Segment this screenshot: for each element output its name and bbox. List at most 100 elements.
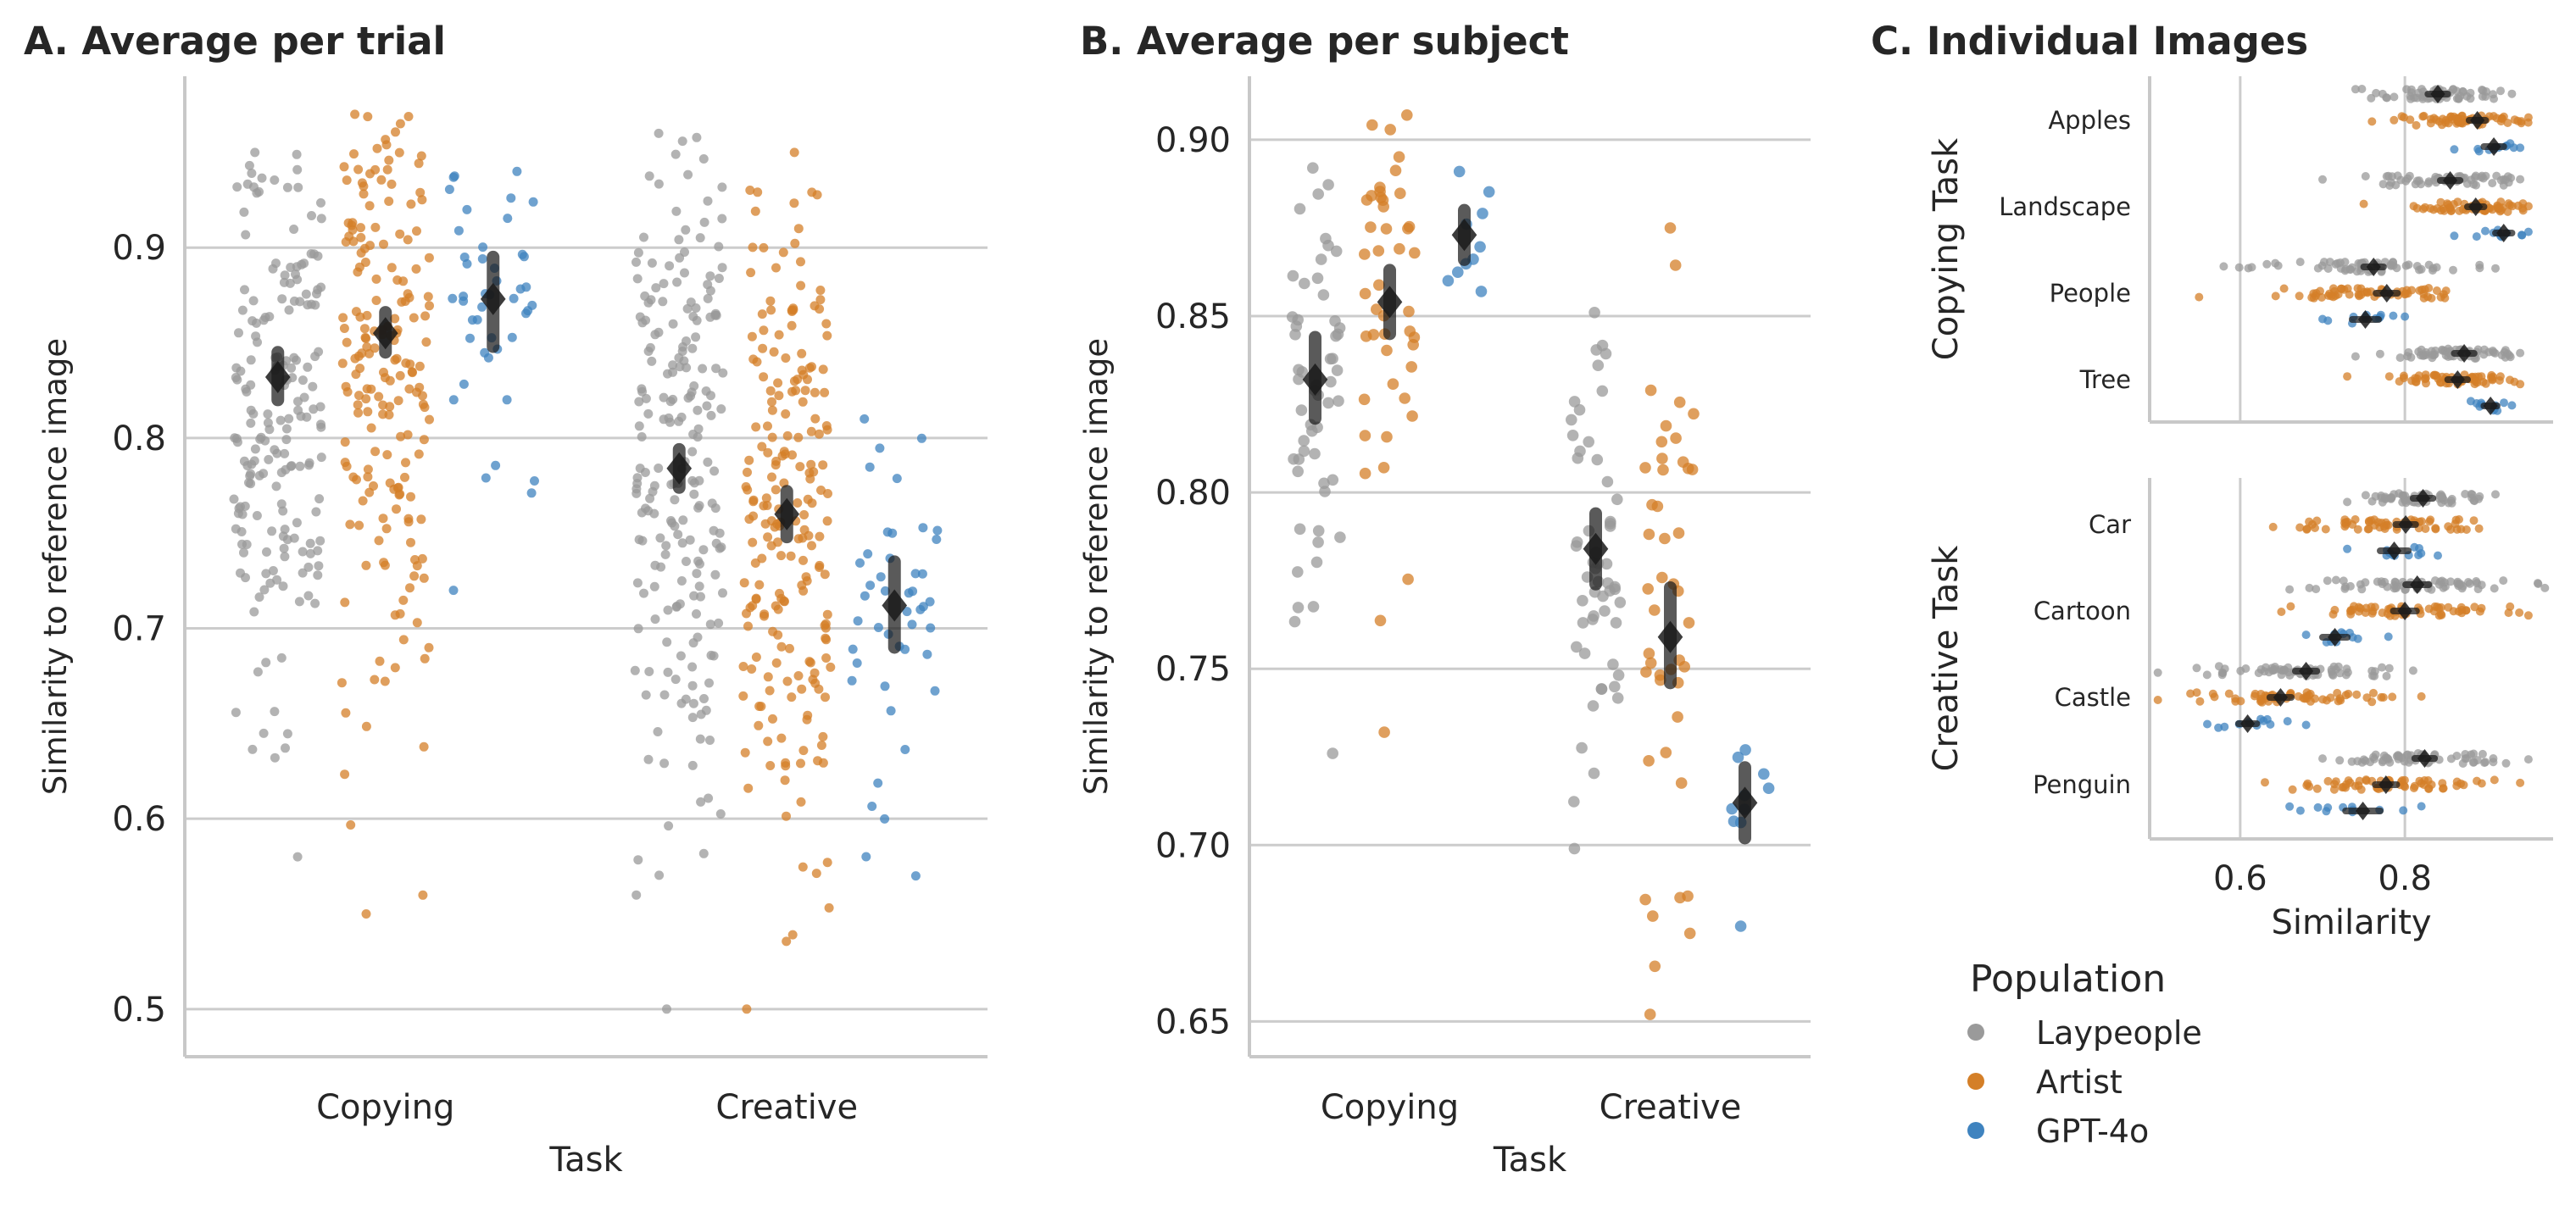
data-point-artist (1646, 498, 1658, 511)
data-point-laypeople (637, 432, 647, 441)
data-point-laypeople (2491, 264, 2500, 273)
data-point-artist (2224, 689, 2234, 698)
mean-marker-laypeople (2430, 85, 2445, 103)
data-point-laypeople (298, 547, 308, 557)
data-point-artist (743, 485, 753, 495)
data-point-artist (800, 386, 810, 396)
data-point-artist (418, 890, 428, 900)
data-point-artist (751, 652, 761, 662)
data-point-laypeople (692, 569, 702, 579)
data-point-laypeople (2357, 585, 2367, 594)
y-axis-label: Similarity to reference image (1078, 338, 1115, 795)
data-point-artist (348, 218, 358, 228)
panel-a-title: A. Average per trial (24, 19, 446, 64)
data-point-artist (1374, 614, 1387, 627)
data-point-laypeople (682, 303, 693, 314)
data-point-artist (767, 397, 776, 407)
data-point-artist (2345, 778, 2355, 787)
data-point-artist (1639, 462, 1651, 474)
data-point-laypeople (1577, 617, 1589, 629)
data-point-laypeople (242, 386, 252, 397)
data-point-artist (796, 758, 805, 769)
data-point-laypeople (1333, 395, 1344, 408)
data-point-artist (799, 510, 810, 519)
data-point-laypeople (267, 526, 277, 536)
data-point-artist (2489, 372, 2498, 381)
mean-marker-artist (774, 497, 800, 530)
data-point-laypeople (315, 402, 325, 412)
data-point-laypeople (276, 499, 287, 509)
data-point-laypeople (256, 432, 266, 442)
data-point-artist (1402, 573, 1414, 586)
data-point-laypeople (298, 568, 308, 578)
data-point-laypeople (280, 552, 290, 562)
data-point-gpt-4o (2322, 807, 2331, 816)
data-point-artist (2474, 524, 2484, 533)
mean-marker-laypeople (2417, 749, 2433, 768)
data-point-laypeople (259, 728, 269, 738)
data-point-laypeople (280, 448, 290, 458)
data-point-artist (1660, 747, 1672, 758)
data-point-artist (394, 490, 404, 500)
y-tick-label: 0.65 (1155, 1002, 1231, 1041)
data-point-laypeople (276, 652, 287, 663)
data-point-artist (767, 405, 777, 415)
data-point-artist (2506, 375, 2514, 385)
data-point-artist (2436, 197, 2445, 207)
data-point-artist (362, 342, 372, 352)
data-point-artist (398, 635, 409, 645)
data-point-gpt-4o (2301, 720, 2311, 730)
data-point-laypeople (1286, 311, 1299, 323)
data-point-laypeople (688, 430, 698, 439)
data-point-laypeople (278, 506, 288, 516)
data-point-laypeople (698, 848, 709, 858)
data-point-laypeople (2247, 263, 2256, 272)
data-point-artist (392, 483, 403, 493)
data-point-artist (340, 597, 350, 608)
data-point-artist (374, 391, 384, 402)
data-point-artist (2477, 372, 2486, 381)
data-point-laypeople (718, 588, 727, 598)
data-point-artist (759, 609, 770, 619)
data-point-gpt-4o (2389, 311, 2398, 320)
data-point-laypeople (701, 705, 711, 715)
data-point-artist (1683, 927, 1696, 940)
data-point-laypeople (1611, 493, 1623, 506)
data-point-artist (406, 491, 415, 502)
data-point-laypeople (682, 336, 691, 346)
data-point-laypeople (1315, 253, 1327, 265)
data-point-gpt-4o (918, 602, 928, 612)
y-category-label: Castle (2055, 683, 2131, 712)
data-point-laypeople (689, 489, 699, 499)
data-point-laypeople (2468, 758, 2478, 767)
legend-label-laypeople: Laypeople (2036, 1014, 2202, 1052)
data-point-artist (341, 708, 351, 718)
data-point-artist (789, 198, 799, 208)
data-point-artist (2367, 117, 2377, 126)
mean-marker-artist (2397, 602, 2412, 620)
data-point-laypeople (2367, 666, 2377, 675)
data-point-laypeople (2417, 85, 2426, 94)
data-point-artist (2370, 521, 2379, 530)
data-point-artist (396, 431, 406, 441)
data-point-laypeople (307, 211, 316, 220)
data-point-artist (2295, 523, 2305, 532)
data-point-gpt-4o (2259, 716, 2268, 725)
data-point-laypeople (706, 391, 715, 401)
data-point-gpt-4o (861, 852, 871, 862)
data-point-gpt-4o (2283, 717, 2292, 726)
data-point-laypeople (2408, 666, 2417, 675)
data-point-gpt-4o (2434, 551, 2442, 560)
data-point-gpt-4o (1758, 768, 1770, 780)
y-tick-label: 0.9 (112, 229, 166, 268)
data-point-artist (2421, 525, 2430, 533)
data-point-artist (371, 296, 381, 305)
data-point-laypeople (2455, 580, 2464, 589)
data-point-artist (412, 618, 422, 628)
data-point-laypeople (232, 182, 242, 192)
data-point-artist (363, 464, 373, 475)
data-point-laypeople (246, 479, 256, 489)
y-category-label: Penguin (2033, 770, 2131, 799)
data-point-laypeople (2478, 749, 2487, 758)
data-point-laypeople (2325, 258, 2334, 267)
